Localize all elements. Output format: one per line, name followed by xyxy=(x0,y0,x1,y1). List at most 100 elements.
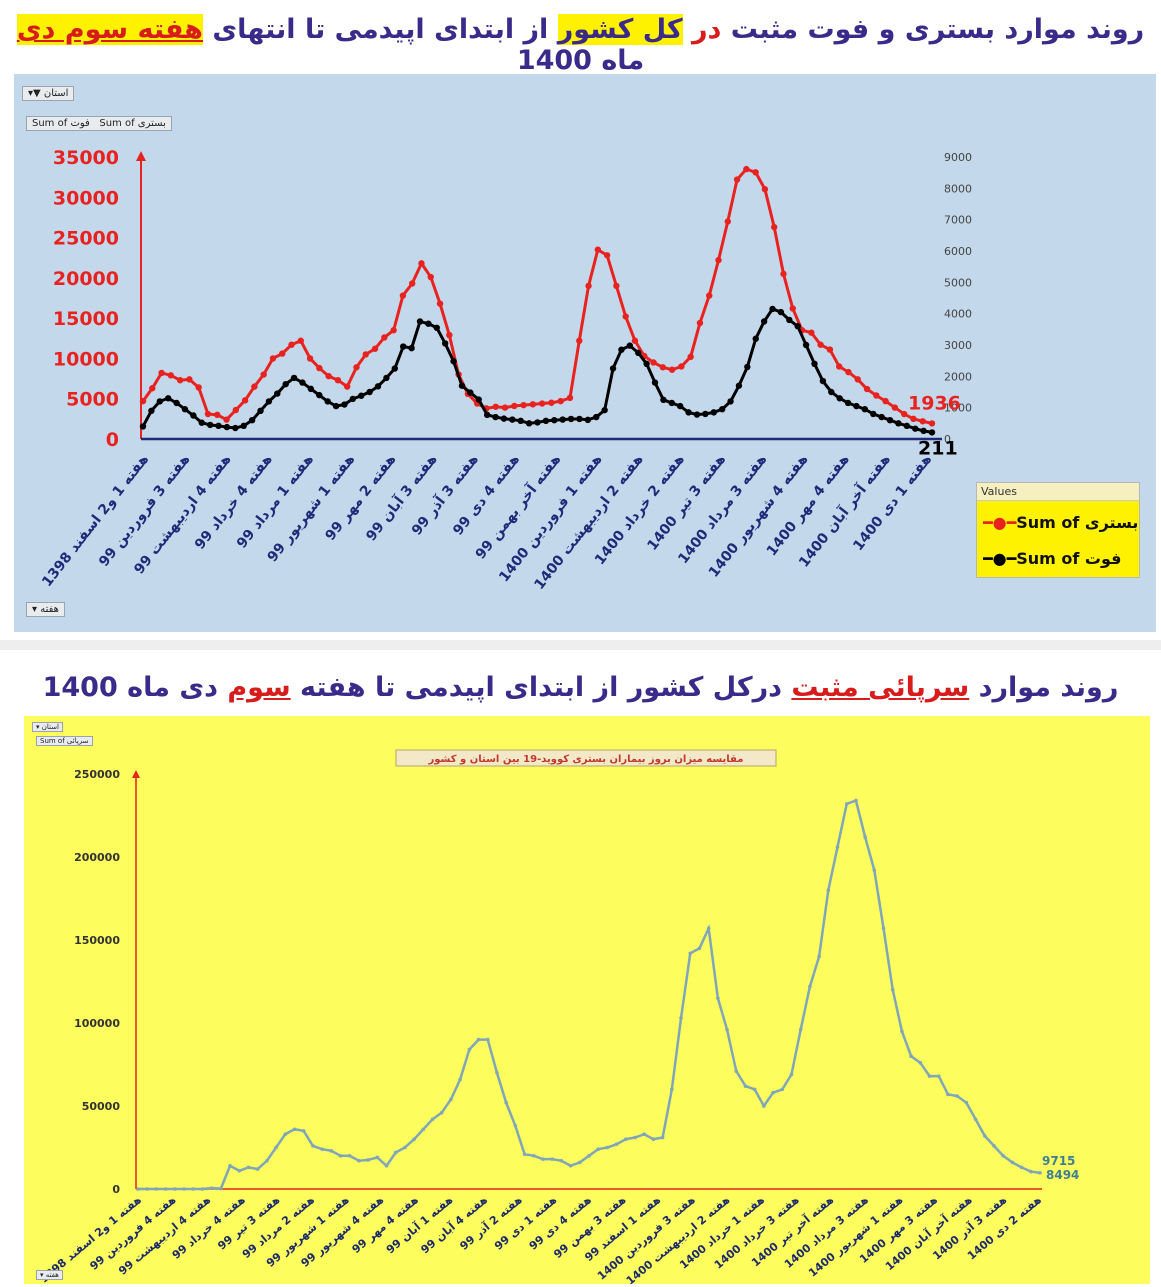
death-point xyxy=(341,401,348,408)
outpatient-point xyxy=(476,1037,481,1042)
legend-item-hosp: ━●━Sum of بستری xyxy=(983,513,1139,532)
bottom-title: روند موارد سرپائی مثبت درکل کشور از ابتد… xyxy=(42,672,1119,703)
hosp-point xyxy=(306,355,314,362)
death-point xyxy=(853,402,860,410)
value-field-bar-2[interactable]: Sum of سرپائی xyxy=(36,736,93,746)
outpatient-point xyxy=(237,1168,242,1173)
legend-swatch-hosp: ━●━ xyxy=(983,513,1017,532)
death-point xyxy=(223,423,231,431)
hosp-point xyxy=(269,355,277,362)
outpatient-point xyxy=(909,1054,913,1058)
hosp-point xyxy=(761,186,769,193)
outpatient-point xyxy=(881,926,886,931)
hosp-point xyxy=(873,392,880,399)
outpatient-point xyxy=(366,1158,370,1162)
hosp-point xyxy=(520,401,527,409)
outpatient-point xyxy=(458,1077,462,1082)
death-point xyxy=(626,342,634,349)
outpatient-point xyxy=(449,1097,453,1102)
hosp-point xyxy=(241,397,249,404)
hosp-point xyxy=(789,305,796,312)
hosp-point xyxy=(288,341,295,348)
y-tick-label-2: 150000 xyxy=(74,934,120,947)
legend-swatch-death: ━●━ xyxy=(983,549,1017,568)
death-point xyxy=(156,398,163,405)
hosp-point xyxy=(446,331,453,339)
death-last-value-label: 211 xyxy=(918,437,958,459)
death-point xyxy=(786,316,793,324)
outpatient-point xyxy=(577,1160,582,1165)
death-point xyxy=(332,402,340,410)
outpatient-point xyxy=(752,1087,757,1092)
outpatient-point xyxy=(301,1129,306,1133)
death-point xyxy=(206,421,214,429)
death-point xyxy=(928,429,936,436)
outpatient-point xyxy=(771,1090,775,1095)
outpatient-point xyxy=(605,1145,610,1150)
outpatient-last-label-b: 8494 xyxy=(1046,1168,1079,1182)
outpatient-point xyxy=(1001,1154,1005,1158)
death-point xyxy=(685,409,692,416)
death-point xyxy=(416,318,424,325)
hosp-point xyxy=(139,397,147,405)
death-point xyxy=(819,377,827,385)
hosp-point xyxy=(204,410,212,418)
outpatient-point xyxy=(513,1124,518,1128)
section-separator xyxy=(0,640,1161,650)
outpatient-point xyxy=(697,946,702,951)
death-point xyxy=(878,413,885,421)
death-point xyxy=(635,349,642,357)
hosp-point xyxy=(743,165,750,173)
death-point xyxy=(509,416,516,423)
week-axis-field-button-2[interactable]: ▾ هفته xyxy=(36,1270,63,1280)
hosp-point xyxy=(334,376,342,384)
death-point xyxy=(433,324,440,331)
death-point xyxy=(559,416,566,423)
outpatient-point xyxy=(182,1187,186,1191)
outpatient-point xyxy=(706,926,711,931)
hosp-point xyxy=(260,371,267,378)
province-filter-button-2[interactable]: ▾ استان xyxy=(32,722,63,732)
outpatient-point xyxy=(872,868,877,873)
hosp-point xyxy=(668,366,676,373)
hosp-point xyxy=(325,372,332,380)
death-point xyxy=(475,396,482,403)
death-point xyxy=(576,415,583,423)
outpatient-point xyxy=(495,1071,499,1075)
outpatient-point xyxy=(863,835,867,839)
outpatient-point xyxy=(679,1016,683,1020)
hosp-point xyxy=(344,383,351,390)
death-point xyxy=(752,335,759,342)
chart-1-legend: Values ━●━Sum of بستری ━●━Sum of فوت xyxy=(976,482,1140,578)
hosp-point xyxy=(176,376,184,384)
week-axis-field-button[interactable]: ▾ هفته xyxy=(26,602,65,617)
death-point xyxy=(500,415,508,422)
outpatient-point xyxy=(982,1134,987,1138)
y-tick-label-2: 200000 xyxy=(74,851,120,864)
death-point xyxy=(828,388,835,396)
death-point xyxy=(601,406,608,414)
outpatient-point xyxy=(633,1135,637,1140)
hosp-point xyxy=(576,337,583,344)
outpatient-point xyxy=(1010,1160,1015,1165)
outpatient-point xyxy=(421,1127,426,1132)
hosp-point xyxy=(214,411,221,419)
death-point xyxy=(542,417,550,425)
outpatient-point xyxy=(228,1163,232,1168)
hosp-point xyxy=(427,273,434,281)
y-tick-label: 0 xyxy=(106,429,119,451)
province-filter-button[interactable]: ▾▼ استان xyxy=(22,86,75,101)
death-point xyxy=(173,399,180,407)
outpatient-point xyxy=(660,1135,665,1140)
value-fields-bar[interactable]: Sum of فوت Sum of بستری xyxy=(26,116,172,131)
outpatient-point xyxy=(246,1165,251,1170)
y-tick-label-2: 100000 xyxy=(74,1017,120,1030)
death-point xyxy=(760,318,768,325)
dropdown-icon: ▾ xyxy=(32,604,41,615)
hosp-point xyxy=(566,394,574,402)
death-point xyxy=(164,395,172,402)
outpatient-point xyxy=(614,1142,619,1146)
death-point xyxy=(811,360,818,367)
death-point xyxy=(215,422,222,430)
outpatient-point xyxy=(817,954,821,959)
